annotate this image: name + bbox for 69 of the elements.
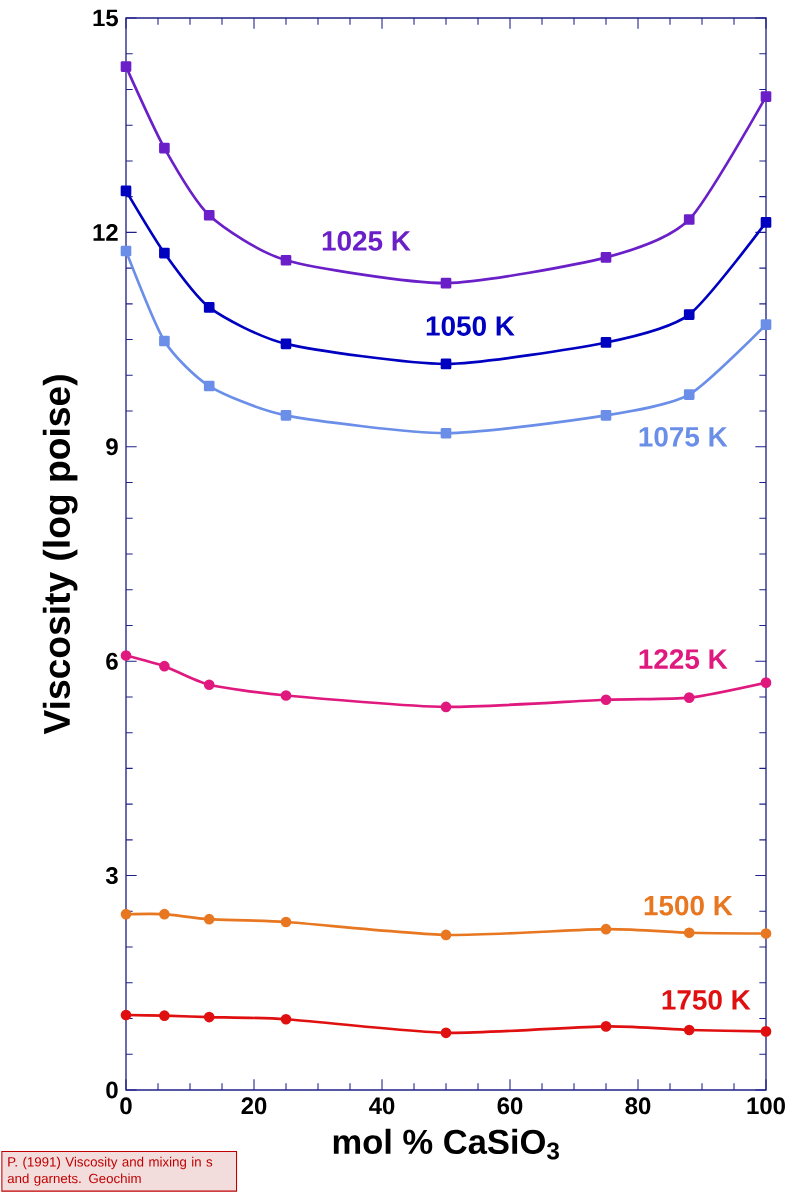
- point: [280, 690, 292, 701]
- text: P. (1991) Viscosity and mixing in s and garnets. Geochim: [7, 1156, 213, 1186]
- point: [760, 91, 772, 102]
- point: [203, 209, 215, 221]
- point: [120, 1009, 132, 1021]
- point: [280, 410, 292, 421]
- series-label: 1500 K: [644, 895, 733, 916]
- point: [203, 679, 215, 691]
- x-axis-title: mol % CaSiO$_{3}$: [333, 1128, 559, 1160]
- point: [203, 380, 215, 392]
- point: [120, 650, 132, 661]
- point: [159, 335, 170, 347]
- point: [159, 660, 170, 672]
- point: [203, 1011, 215, 1023]
- point: [120, 245, 132, 257]
- point: [159, 908, 170, 920]
- point: [600, 337, 612, 348]
- point: [203, 302, 215, 313]
- point: [203, 913, 215, 925]
- series-label: 1750 K: [662, 990, 751, 1010]
- point: [159, 1010, 170, 1021]
- point: [760, 319, 772, 330]
- y-axis-title: Viscosity (log poise): [42, 375, 78, 735]
- point: [159, 247, 170, 259]
- series-label: 1225 K: [639, 649, 728, 669]
- point: [440, 929, 452, 941]
- point: [760, 677, 772, 688]
- point: [440, 358, 452, 370]
- point: [600, 252, 612, 263]
- point: [683, 927, 695, 939]
- y-tick-label: 0: [106, 1081, 118, 1099]
- point: [683, 692, 695, 703]
- point: [760, 1026, 772, 1037]
- x-tick-label: 40: [369, 1097, 395, 1115]
- y-tick-label: 9: [106, 438, 118, 456]
- series-label: 1050 K: [426, 316, 515, 336]
- x-tick-label: 20: [241, 1097, 267, 1115]
- point: [600, 410, 612, 421]
- point: [120, 185, 132, 197]
- point: [683, 309, 695, 320]
- point: [440, 277, 452, 289]
- series-label: 1075 K: [639, 426, 728, 447]
- point: [760, 217, 772, 228]
- point: [600, 1021, 612, 1032]
- x-tick-label: 60: [497, 1097, 523, 1115]
- point: [600, 694, 612, 706]
- y-tick-label: 3: [105, 867, 118, 885]
- point: [120, 908, 132, 920]
- point: [600, 923, 612, 935]
- y-tick-label: 12: [93, 224, 118, 241]
- y-tick-label: 15: [93, 9, 118, 27]
- x-tick-label: 80: [625, 1097, 651, 1115]
- point: [683, 389, 695, 400]
- point: [120, 61, 132, 72]
- point: [280, 338, 292, 350]
- x-tick-label: 0: [120, 1097, 132, 1115]
- point: [280, 916, 292, 928]
- y-tick-label: 6: [106, 652, 118, 670]
- point: [683, 1024, 695, 1036]
- x-tick-label: 100: [747, 1097, 785, 1115]
- point: [159, 142, 170, 154]
- point: [440, 427, 452, 439]
- point: [440, 701, 452, 713]
- point: [683, 214, 695, 225]
- series-label: 1025 K: [322, 231, 411, 251]
- point: [760, 928, 772, 939]
- point: [440, 1027, 452, 1039]
- point: [280, 254, 292, 266]
- point: [280, 1013, 292, 1025]
